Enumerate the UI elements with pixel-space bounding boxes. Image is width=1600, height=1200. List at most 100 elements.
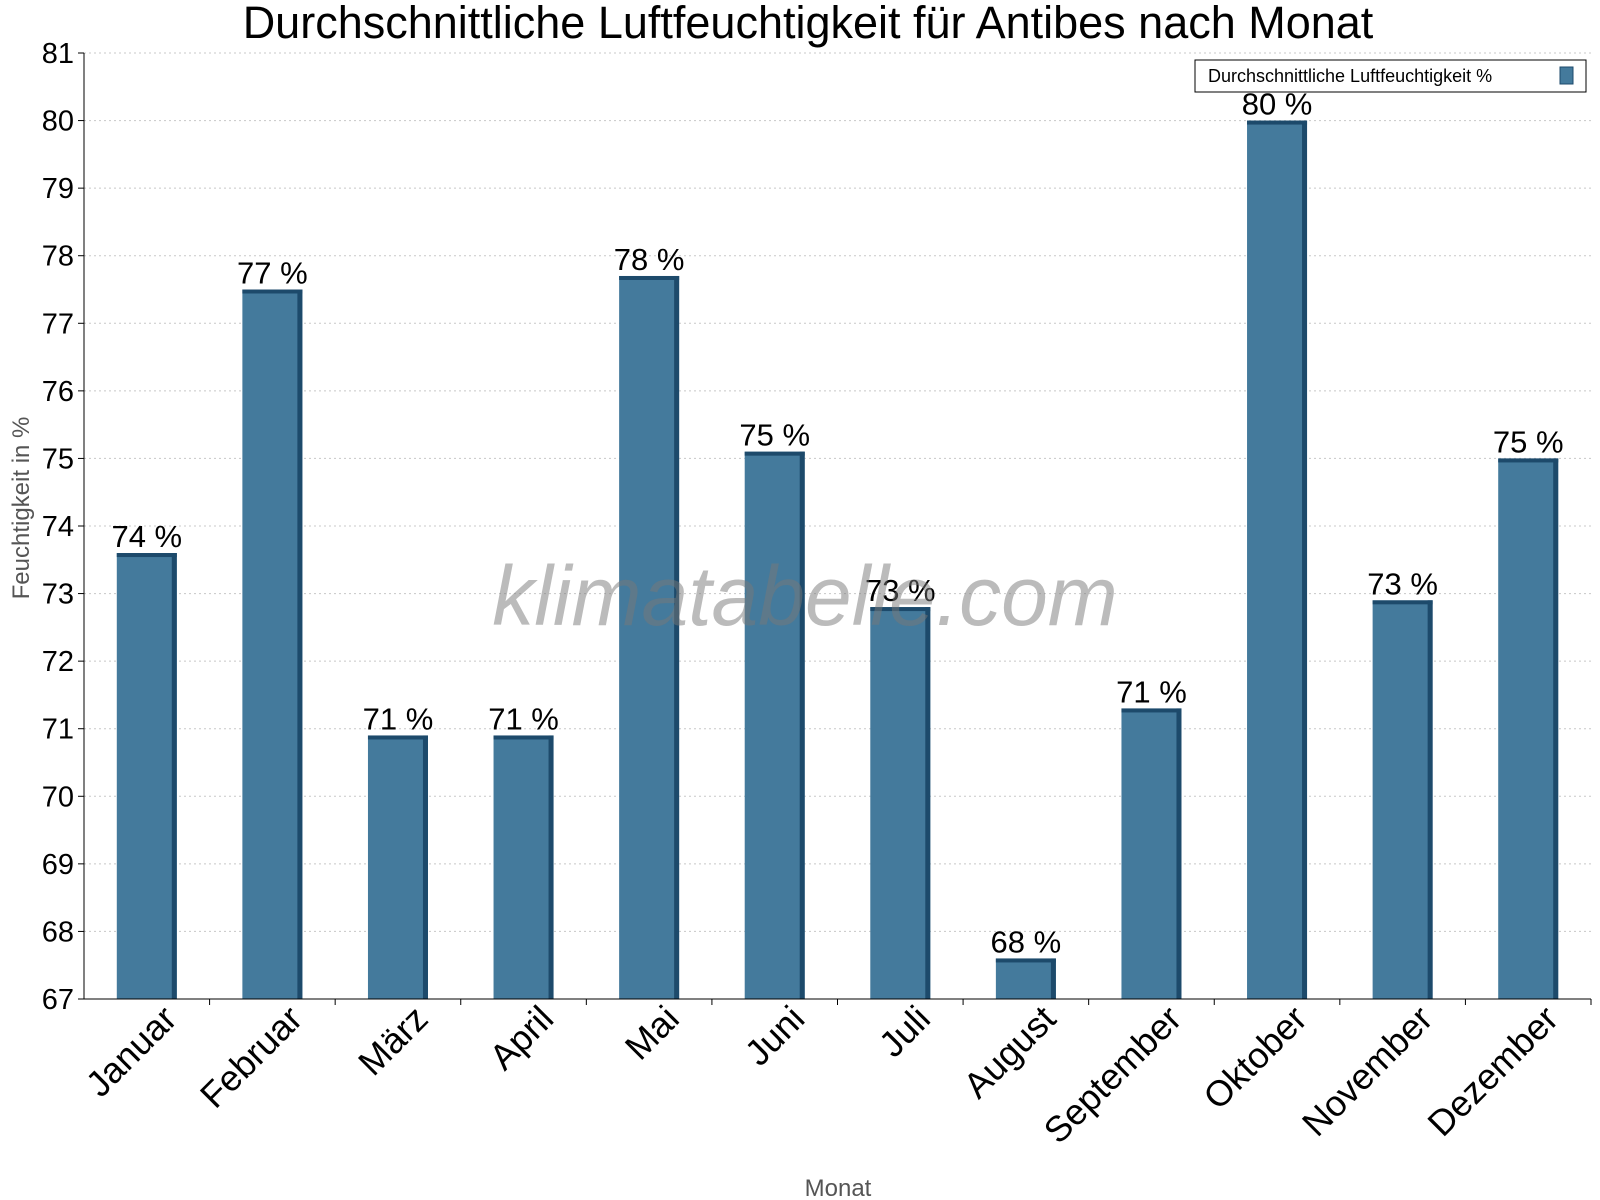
bar-top [1498,458,1559,463]
bar-top [116,553,177,558]
x-tick-label: Mai [617,998,687,1068]
bar-front [493,735,554,999]
bar-top [1372,600,1433,605]
bar-top [242,289,303,294]
value-label: 73 % [1367,566,1438,601]
value-label: 77 % [237,256,308,291]
x-axis-title: Monat [805,1175,872,1200]
y-tick-label: 68 [42,916,74,948]
bar-top [493,735,554,740]
bar [493,735,554,999]
grid-lines [84,52,1591,932]
bar [1121,708,1182,999]
bar-side [1427,600,1433,999]
x-tick-label: Juni [737,998,813,1074]
legend-swatch [1559,66,1574,85]
y-tick-label: 81 [42,38,74,70]
bar-front [116,553,177,999]
bar [744,451,805,1000]
bar [242,289,303,999]
y-tick-label: 73 [42,579,74,611]
y-tick-label: 80 [42,106,74,138]
y-tick-label: 71 [42,714,74,746]
bar-front [870,607,931,999]
bar [619,275,680,999]
bar-side [297,289,303,999]
x-tick-label: Februar [192,998,310,1116]
bar-front [1121,708,1182,999]
bar [367,735,428,999]
value-label: 68 % [991,924,1062,959]
y-tick-label: 78 [42,241,74,273]
y-tick-label: 70 [42,781,74,813]
bar-side [1553,458,1559,999]
x-tick-label: Dezember [1419,998,1565,1144]
bar [1247,120,1308,1000]
chart-title: Durchschnittliche Luftfeuchtigkeit für A… [243,0,1374,48]
legend-label: Durchschnittliche Luftfeuchtigkeit % [1208,66,1492,86]
x-tick-label: Januar [78,998,185,1105]
bar-front [995,958,1056,999]
bar-front [1247,120,1308,1000]
legend: Durchschnittliche Luftfeuchtigkeit % [1194,59,1587,93]
y-tick-label: 69 [42,849,74,881]
y-tick-label: 75 [42,443,74,475]
y-axis-title: Feuchtigkeit in % [8,417,35,600]
bar [870,607,931,999]
value-label: 75 % [1493,424,1564,459]
value-label: 71 % [488,701,559,736]
bar-top [619,275,680,280]
value-label: 78 % [614,242,685,277]
bar-top [1247,120,1308,125]
bar-front [744,451,805,1000]
bar [116,553,177,999]
x-tick-label: April [481,998,561,1078]
x-tick-label: Oktober [1195,998,1315,1118]
x-tick-label: November [1294,998,1440,1144]
value-label: 75 % [739,418,810,453]
bar-top [367,735,428,740]
value-label: 74 % [111,519,182,554]
bar-side [925,607,931,999]
bar-side [674,275,680,999]
bar-side [1176,708,1182,999]
x-tick-label: März [350,998,436,1084]
y-tick-label: 77 [42,308,74,340]
legend-box [1194,59,1587,93]
bar [1372,600,1433,999]
value-labels: 74 %77 %71 % 71 %78 %75 %73 %68 %71 %80 %… [111,87,1563,960]
bar-top [870,607,931,612]
bar-top [1121,708,1182,713]
y-tick-label: 76 [42,376,74,408]
bar-side [171,553,177,999]
x-tick-label: Juli [871,998,938,1065]
bar-side [1302,120,1308,1000]
bar-front [1372,600,1433,999]
x-axis-ticks: Januar Februar März April Mai Juni Juli AugustS… [78,998,1592,1152]
bar-top [744,451,805,456]
bars [116,120,1559,1000]
x-tick-label: September [1036,998,1190,1152]
bar-front [619,275,680,999]
bar-side [422,735,428,999]
x-tick-label: August [955,998,1063,1106]
y-tick-label: 72 [42,646,74,678]
value-label: 71 % [363,701,434,736]
value-label: 71 % [1116,674,1187,709]
bar [1498,458,1559,999]
bar-top [995,958,1056,963]
bar-side [1050,958,1056,999]
bar [995,958,1056,999]
y-tick-label: 74 [42,511,74,543]
bar-side [548,735,554,999]
bar-side [799,451,805,1000]
watermark: klimatabelle.com [492,549,1118,643]
y-tick-label: 79 [42,173,74,205]
bar-front [1498,458,1559,999]
y-axis-ticks: 67 68 69 70 71 72 73 74 75 76 77 78 79 80 81 [42,38,84,1016]
y-tick-label: 67 [42,984,74,1016]
bar-front [367,735,428,999]
value-label: 73 % [865,573,936,608]
bar-front [242,289,303,999]
